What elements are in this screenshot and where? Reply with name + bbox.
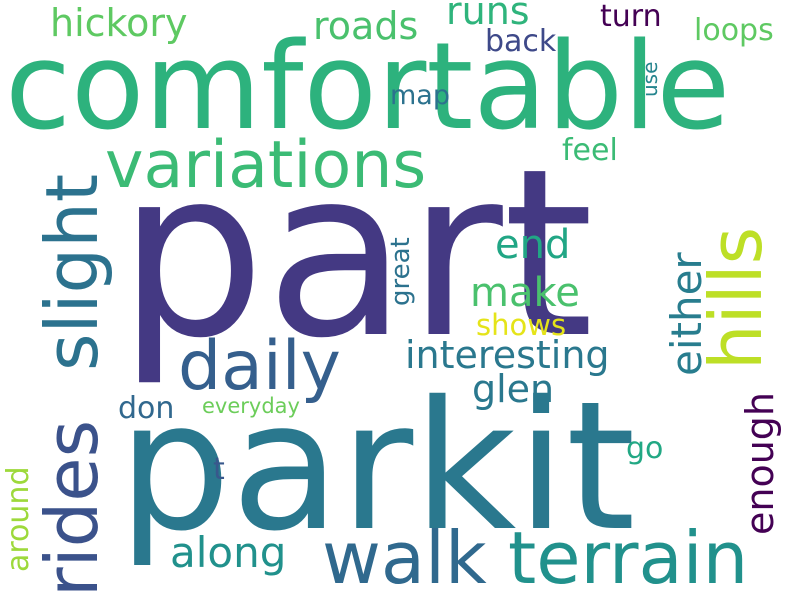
word-go: go — [626, 431, 664, 466]
word-roads: roads — [313, 4, 419, 48]
word-part: part — [118, 119, 594, 389]
word-hickory: hickory — [50, 1, 188, 45]
word-enough: enough — [738, 391, 782, 535]
word-feel: feel — [562, 133, 618, 168]
word-interesting: interesting — [405, 333, 610, 377]
word-t: t — [213, 452, 225, 487]
word-either: either — [662, 252, 711, 376]
word-end: end — [495, 222, 571, 268]
word-use: use — [638, 61, 662, 97]
word-parkit: parkit — [118, 363, 636, 570]
word-loops: loops — [694, 13, 774, 48]
word-map: map — [390, 80, 450, 111]
word-around: around — [1, 466, 36, 572]
word-runs: runs — [446, 0, 530, 33]
word-everyday: everyday — [202, 394, 300, 418]
word-comfortable: comfortable — [5, 18, 731, 157]
word-don: don — [118, 391, 175, 426]
word-shows: shows — [476, 308, 567, 342]
word-daily: daily — [178, 327, 341, 406]
word-terrain: terrain — [508, 516, 749, 600]
word-turn: turn — [600, 0, 662, 34]
word-glen: glen — [472, 367, 555, 411]
word-make: make — [470, 270, 580, 316]
word-slight: slight — [30, 173, 114, 371]
word-walk: walk — [322, 516, 487, 600]
word-along: along — [170, 528, 287, 577]
word-variations: variations — [105, 128, 427, 203]
word-great: great — [386, 237, 416, 306]
word-back: back — [485, 24, 557, 59]
word-rides: rides — [30, 419, 114, 597]
